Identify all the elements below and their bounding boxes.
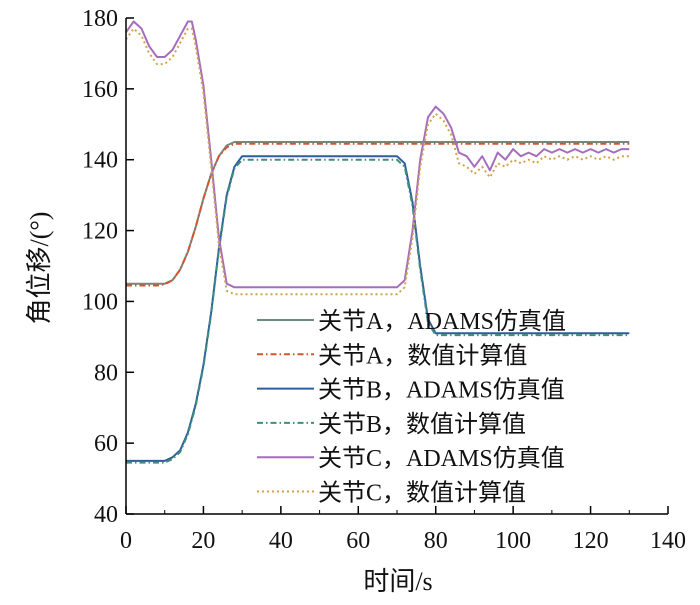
y-tick-label: 60 xyxy=(94,431,118,457)
series-line-6 xyxy=(125,27,630,296)
plot-lines xyxy=(125,20,630,464)
legend-label-6: 关节C，数值计算值 xyxy=(318,480,526,507)
y-tick-label: 180 xyxy=(82,6,118,32)
y-tick-label: 160 xyxy=(82,77,118,103)
y-tick-label: 100 xyxy=(82,289,118,315)
x-tick-label: 40 xyxy=(269,528,293,554)
legend-label-3: 关节B，ADAMS仿真值 xyxy=(318,377,565,404)
x-axis-title: 时间/s xyxy=(363,567,432,596)
x-tick-label: 20 xyxy=(191,528,215,554)
series-line-4 xyxy=(126,158,630,464)
legend-label-4: 关节B，数值计算值 xyxy=(318,411,526,438)
y-tick-label: 40 xyxy=(94,502,118,528)
y-axis-title: 角位移/(°) xyxy=(25,212,54,325)
x-tick-label: 0 xyxy=(120,528,132,554)
legend-label-2: 关节A，数值计算值 xyxy=(318,342,527,369)
legend-label-5: 关节C，ADAMS仿真值 xyxy=(318,445,565,472)
x-tick-label: 100 xyxy=(495,528,531,554)
y-tick-label: 120 xyxy=(82,219,118,245)
legend: 关节A，ADAMS仿真值关节A，数值计算值关节B，ADAMS仿真值关节B，数值计… xyxy=(257,308,566,507)
x-tick-label: 60 xyxy=(346,528,370,554)
x-tick-label: 140 xyxy=(650,528,686,554)
axes: 40 60 80 100 120 140 160 180 0 20 40 60 80 100 120 140 xyxy=(82,6,686,554)
legend-label-1: 关节A，ADAMS仿真值 xyxy=(318,308,566,335)
x-tick-label: 80 xyxy=(424,528,448,554)
y-tick-label: 80 xyxy=(94,360,118,386)
x-tick-label: 120 xyxy=(573,528,609,554)
y-tick-label: 140 xyxy=(82,148,118,174)
series-line-5 xyxy=(125,20,630,289)
series-line-1 xyxy=(126,141,630,285)
series-line-2 xyxy=(126,142,630,287)
